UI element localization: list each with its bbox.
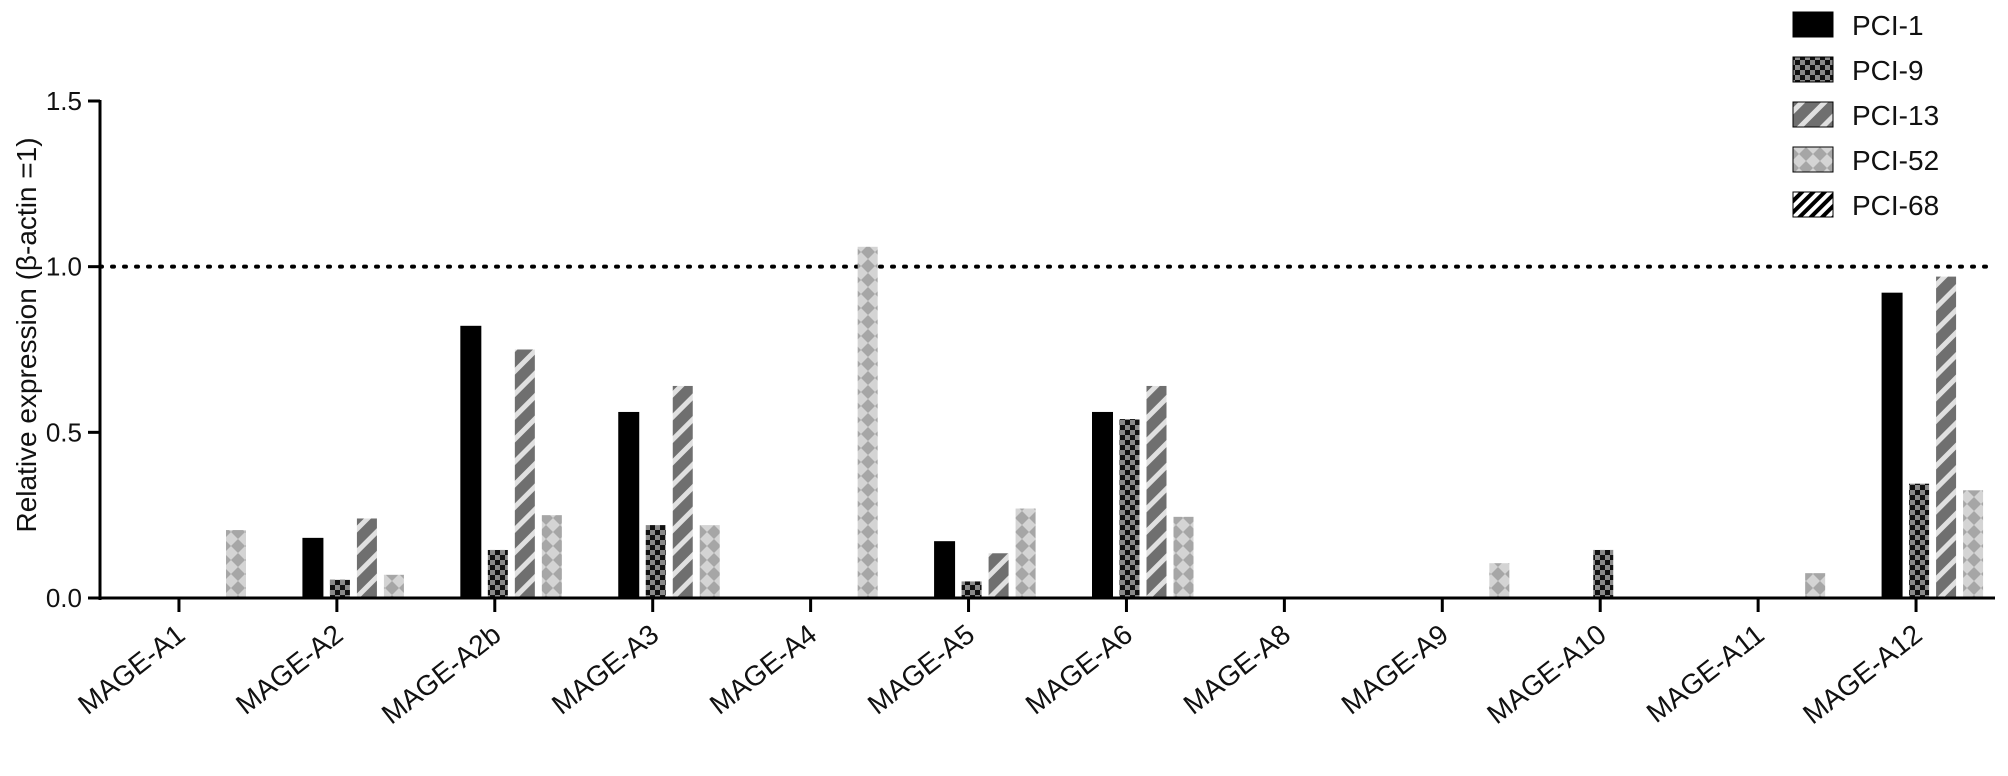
legend-swatch-PCI-9 <box>1792 56 1834 83</box>
bar-PCI-52-MAGE-A5 <box>1015 508 1036 598</box>
bar-PCI-1-MAGE-A2 <box>302 537 324 599</box>
x-tick-label: MAGE-A2 <box>230 618 348 720</box>
bar-PCI-13-MAGE-A2 <box>356 518 377 598</box>
axes <box>98 100 1995 600</box>
x-tick-label: MAGE-A4 <box>704 618 822 720</box>
y-tick-label: 1.5 <box>46 86 82 116</box>
legend: PCI-1 PCI-9 PCI-13 PCI-52 PCI-68 <box>1792 10 1939 221</box>
bar-PCI-9-MAGE-A2 <box>329 579 350 598</box>
legend-label-PCI-9: PCI-9 <box>1852 55 1924 86</box>
x-tick-label: MAGE-A12 <box>1797 618 1928 730</box>
bar-PCI-1-MAGE-A3 <box>618 411 640 599</box>
bar-PCI-1-MAGE-A12 <box>1881 292 1903 599</box>
bar-PCI-52-MAGE-A2b <box>541 515 562 598</box>
bar-PCI-52-MAGE-A3 <box>699 525 720 598</box>
bar-PCI-9-MAGE-A5 <box>961 581 982 598</box>
bar-PCI-52-MAGE-A9 <box>1489 563 1510 598</box>
x-axis: MAGE-A1 MAGE-A2 MAGE-A2b MAGE-A3 MAGE-A4 MAGE… <box>72 598 1928 730</box>
bar-PCI-9-MAGE-A12 <box>1909 483 1930 598</box>
bar-PCI-52-MAGE-A11 <box>1805 573 1826 598</box>
legend-label-PCI-68: PCI-68 <box>1852 190 1939 221</box>
bar-PCI-9-MAGE-A6 <box>1119 419 1140 598</box>
x-tick-label: MAGE-A10 <box>1481 618 1612 730</box>
bar-PCI-52-MAGE-A12 <box>1963 490 1984 598</box>
legend-swatch-PCI-52 <box>1792 146 1834 173</box>
y-tick-label: 0.0 <box>46 583 82 613</box>
legend-swatch-PCI-13 <box>1792 101 1834 128</box>
bar-PCI-52-MAGE-A2 <box>383 574 404 598</box>
bar-PCI-13-MAGE-A5 <box>988 553 1009 598</box>
x-tick-label: MAGE-A8 <box>1178 618 1296 720</box>
bar-PCI-1-MAGE-A2b <box>460 325 482 599</box>
bar-PCI-9-MAGE-A10 <box>1593 549 1614 598</box>
legend-label-PCI-52: PCI-52 <box>1852 145 1939 176</box>
x-tick-label: MAGE-A2b <box>376 618 507 730</box>
x-tick-label: MAGE-A5 <box>862 618 980 720</box>
bar-PCI-9-MAGE-A2b <box>487 549 508 598</box>
y-axis: 0.0 0.5 1.0 1.5 <box>46 86 100 613</box>
bar-PCI-13-MAGE-A2b <box>514 349 535 598</box>
x-tick-label: MAGE-A6 <box>1020 618 1138 720</box>
legend-label-PCI-1: PCI-1 <box>1852 10 1924 41</box>
y-tick-label: 0.5 <box>46 417 82 447</box>
bar-PCI-1-MAGE-A5 <box>934 541 956 599</box>
legend-label-PCI-13: PCI-13 <box>1852 100 1939 131</box>
y-axis-title: Relative expression (β-actin =1) <box>11 137 42 532</box>
legend-swatch-PCI-1 <box>1792 11 1834 38</box>
bar-PCI-13-MAGE-A3 <box>672 385 693 598</box>
bar-PCI-9-MAGE-A3 <box>645 525 666 598</box>
x-tick-label: MAGE-A3 <box>546 618 664 720</box>
x-tick-label: MAGE-A9 <box>1336 618 1454 720</box>
bar-PCI-1-MAGE-A6 <box>1092 411 1113 599</box>
bar-PCI-13-MAGE-A12 <box>1936 276 1957 598</box>
legend-swatch-PCI-68 <box>1792 191 1834 218</box>
y-tick-label: 1.0 <box>46 252 82 282</box>
x-tick-label: MAGE-A11 <box>1641 618 1770 728</box>
bar-PCI-13-MAGE-A6 <box>1146 385 1167 598</box>
bar-PCI-52-MAGE-A6 <box>1173 516 1194 598</box>
x-tick-label: MAGE-A1 <box>72 618 190 720</box>
bar-PCI-52-MAGE-A4 <box>857 246 878 598</box>
bar-PCI-52-MAGE-A1 <box>226 530 246 598</box>
bars <box>226 246 1984 599</box>
